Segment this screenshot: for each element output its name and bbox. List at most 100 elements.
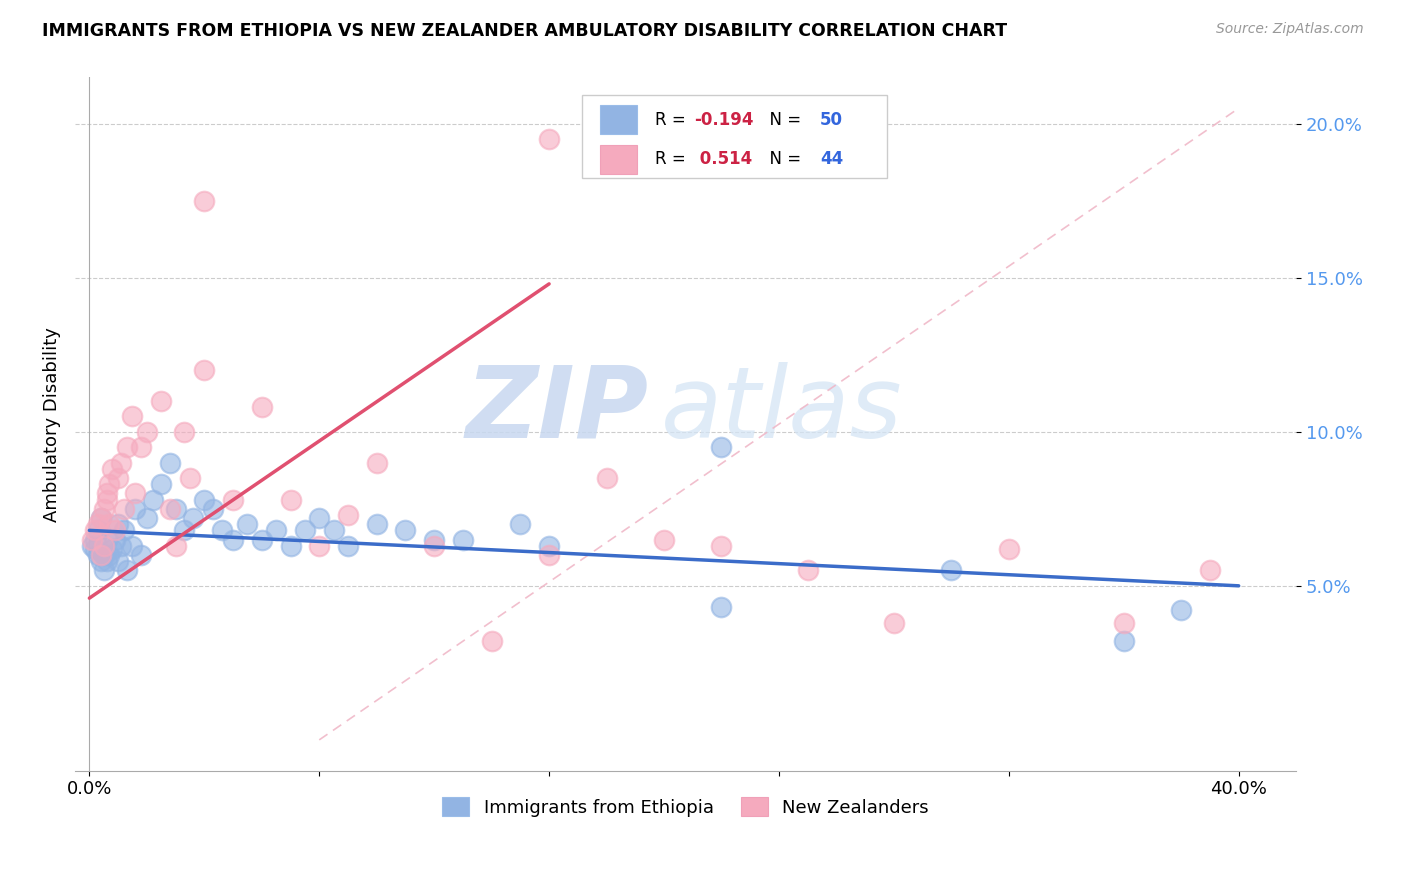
Point xyxy=(101,541,124,556)
Point xyxy=(595,471,617,485)
Point xyxy=(1199,563,1222,577)
Point xyxy=(165,539,187,553)
Point xyxy=(280,492,302,507)
Point xyxy=(173,425,195,439)
Bar xyxy=(582,95,887,178)
Point xyxy=(423,533,446,547)
Point xyxy=(90,511,112,525)
Point xyxy=(110,539,132,553)
Point xyxy=(308,539,330,553)
Point xyxy=(150,477,173,491)
Point xyxy=(84,533,107,547)
Point xyxy=(96,554,118,568)
Point xyxy=(98,477,121,491)
Point xyxy=(159,456,181,470)
Point xyxy=(93,563,115,577)
Point xyxy=(90,511,112,525)
Y-axis label: Ambulatory Disability: Ambulatory Disability xyxy=(44,326,60,522)
Text: ZIP: ZIP xyxy=(465,361,650,458)
Point xyxy=(509,517,531,532)
Point xyxy=(96,533,118,547)
Point xyxy=(173,524,195,538)
Point xyxy=(1170,603,1192,617)
Point xyxy=(181,511,204,525)
Point xyxy=(96,486,118,500)
Point xyxy=(84,524,107,538)
Point xyxy=(135,511,157,525)
Point xyxy=(264,524,287,538)
Point xyxy=(193,363,215,377)
Point xyxy=(236,517,259,532)
Text: 0.514: 0.514 xyxy=(695,150,752,169)
Point xyxy=(423,539,446,553)
Point xyxy=(538,132,561,146)
Point xyxy=(82,533,104,547)
Text: atlas: atlas xyxy=(661,361,903,458)
Point xyxy=(451,533,474,547)
Point xyxy=(481,634,503,648)
Point xyxy=(115,440,138,454)
Point xyxy=(87,548,110,562)
Point xyxy=(121,539,143,553)
Point xyxy=(129,548,152,562)
Point xyxy=(336,508,359,522)
Point xyxy=(107,554,129,568)
Point xyxy=(115,563,138,577)
Point xyxy=(124,486,146,500)
Point xyxy=(93,501,115,516)
Legend: Immigrants from Ethiopia, New Zealanders: Immigrants from Ethiopia, New Zealanders xyxy=(434,790,936,824)
Point xyxy=(112,524,135,538)
Text: N =: N = xyxy=(759,150,806,169)
Point xyxy=(104,533,127,547)
Point xyxy=(652,533,675,547)
Point xyxy=(150,394,173,409)
Point xyxy=(84,541,107,556)
Point xyxy=(121,409,143,424)
Point xyxy=(87,524,110,538)
Point xyxy=(366,456,388,470)
Point xyxy=(1112,615,1135,630)
Point xyxy=(96,492,118,507)
Point xyxy=(710,600,733,615)
Point xyxy=(87,517,110,532)
Point xyxy=(107,517,129,532)
Point xyxy=(135,425,157,439)
Point xyxy=(538,539,561,553)
Point xyxy=(322,524,344,538)
Point xyxy=(159,501,181,516)
Text: N =: N = xyxy=(759,111,806,128)
Point xyxy=(90,548,112,562)
Point xyxy=(104,524,127,538)
Text: 50: 50 xyxy=(820,111,844,128)
Point xyxy=(366,517,388,532)
Point xyxy=(93,548,115,562)
Point xyxy=(101,461,124,475)
Text: -0.194: -0.194 xyxy=(695,111,754,128)
Point xyxy=(280,539,302,553)
Point xyxy=(941,563,963,577)
Point xyxy=(250,533,273,547)
Point xyxy=(710,440,733,454)
Point xyxy=(222,533,245,547)
Point xyxy=(124,501,146,516)
Point xyxy=(107,471,129,485)
Bar xyxy=(600,145,637,174)
Point xyxy=(250,400,273,414)
Point xyxy=(129,440,152,454)
Text: 44: 44 xyxy=(820,150,844,169)
Point xyxy=(90,554,112,568)
Point xyxy=(110,456,132,470)
Point xyxy=(98,548,121,562)
Text: R =: R = xyxy=(655,111,692,128)
Point xyxy=(796,563,818,577)
Point xyxy=(142,492,165,507)
Point xyxy=(294,524,316,538)
Point xyxy=(98,517,121,532)
Point xyxy=(336,539,359,553)
Bar xyxy=(600,105,637,135)
Point xyxy=(394,524,416,538)
Text: Source: ZipAtlas.com: Source: ZipAtlas.com xyxy=(1216,22,1364,37)
Text: IMMIGRANTS FROM ETHIOPIA VS NEW ZEALANDER AMBULATORY DISABILITY CORRELATION CHAR: IMMIGRANTS FROM ETHIOPIA VS NEW ZEALANDE… xyxy=(42,22,1007,40)
Point xyxy=(998,541,1021,556)
Point xyxy=(165,501,187,516)
